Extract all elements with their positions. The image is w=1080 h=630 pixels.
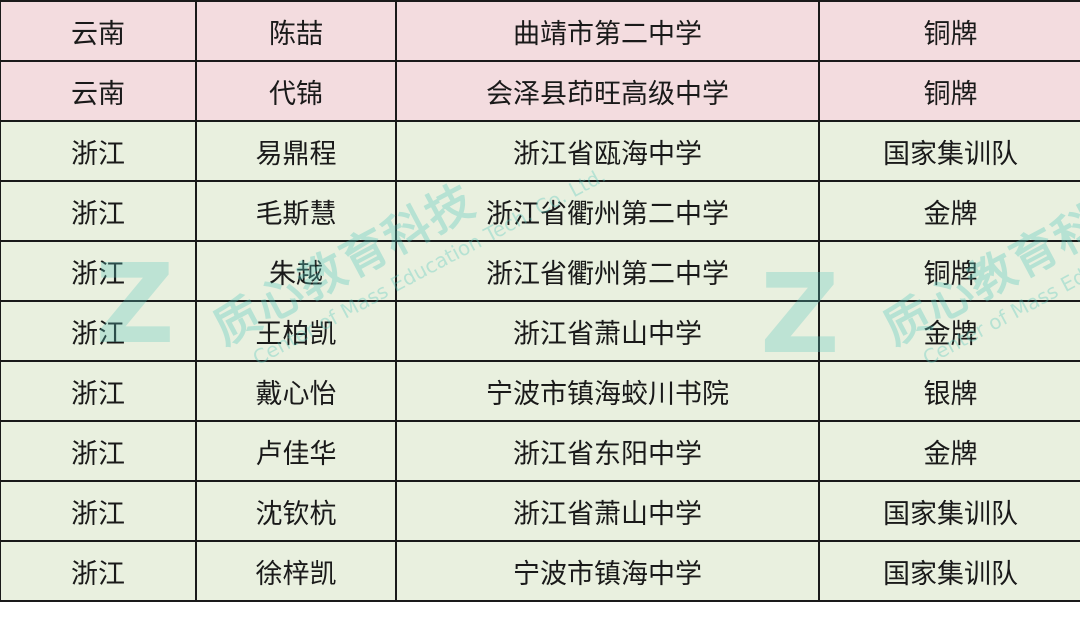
cell-award: 铜牌: [818, 240, 1080, 302]
table-row: 浙江 王柏凯 浙江省萧山中学 金牌: [0, 300, 1080, 362]
cell-school: 浙江省衢州第二中学: [395, 180, 820, 242]
cell-province: 云南: [0, 0, 197, 62]
cell-province: 云南: [0, 60, 197, 122]
cell-school: 宁波市镇海蛟川书院: [395, 360, 820, 422]
table-row: 浙江 易鼎程 浙江省瓯海中学 国家集训队: [0, 120, 1080, 182]
table-row: 浙江 朱越 浙江省衢州第二中学 铜牌: [0, 240, 1080, 302]
cell-province: 浙江: [0, 300, 197, 362]
cell-award: 国家集训队: [818, 540, 1080, 602]
cell-name: 王柏凯: [195, 300, 397, 362]
table-row: 浙江 卢佳华 浙江省东阳中学 金牌: [0, 420, 1080, 482]
cell-award: 银牌: [818, 360, 1080, 422]
cell-name: 卢佳华: [195, 420, 397, 482]
cell-province: 浙江: [0, 420, 197, 482]
cell-province: 浙江: [0, 480, 197, 542]
cell-school: 浙江省萧山中学: [395, 480, 820, 542]
table-row: 浙江 戴心怡 宁波市镇海蛟川书院 银牌: [0, 360, 1080, 422]
cell-school: 会泽县茚旺高级中学: [395, 60, 820, 122]
cell-school: 浙江省萧山中学: [395, 300, 820, 362]
cell-name: 陈喆: [195, 0, 397, 62]
cell-name: 朱越: [195, 240, 397, 302]
cell-award: 金牌: [818, 420, 1080, 482]
table-row: 浙江 毛斯慧 浙江省衢州第二中学 金牌: [0, 180, 1080, 242]
results-table: 云南 陈喆 曲靖市第二中学 铜牌 云南 代锦 会泽县茚旺高级中学 铜牌 浙江 易鼎程 浙江省瓯海中学…: [0, 0, 1080, 602]
cell-school: 浙江省衢州第二中学: [395, 240, 820, 302]
cell-school: 宁波市镇海中学: [395, 540, 820, 602]
cell-province: 浙江: [0, 360, 197, 422]
cell-award: 国家集训队: [818, 120, 1080, 182]
table-row: 浙江 徐梓凯 宁波市镇海中学 国家集训队: [0, 540, 1080, 602]
cell-award: 金牌: [818, 300, 1080, 362]
cell-name: 沈钦杭: [195, 480, 397, 542]
cell-province: 浙江: [0, 120, 197, 182]
cell-name: 徐梓凯: [195, 540, 397, 602]
cell-name: 戴心怡: [195, 360, 397, 422]
cell-award: 铜牌: [818, 60, 1080, 122]
table-row: 浙江 沈钦杭 浙江省萧山中学 国家集训队: [0, 480, 1080, 542]
cell-name: 毛斯慧: [195, 180, 397, 242]
cell-name: 代锦: [195, 60, 397, 122]
cell-province: 浙江: [0, 180, 197, 242]
cell-province: 浙江: [0, 240, 197, 302]
cell-award: 金牌: [818, 180, 1080, 242]
table-row: 云南 代锦 会泽县茚旺高级中学 铜牌: [0, 60, 1080, 122]
cell-name: 易鼎程: [195, 120, 397, 182]
cell-province: 浙江: [0, 540, 197, 602]
cell-award: 铜牌: [818, 0, 1080, 62]
table-row: 云南 陈喆 曲靖市第二中学 铜牌: [0, 0, 1080, 62]
cell-award: 国家集训队: [818, 480, 1080, 542]
cell-school: 曲靖市第二中学: [395, 0, 820, 62]
cell-school: 浙江省瓯海中学: [395, 120, 820, 182]
cell-school: 浙江省东阳中学: [395, 420, 820, 482]
